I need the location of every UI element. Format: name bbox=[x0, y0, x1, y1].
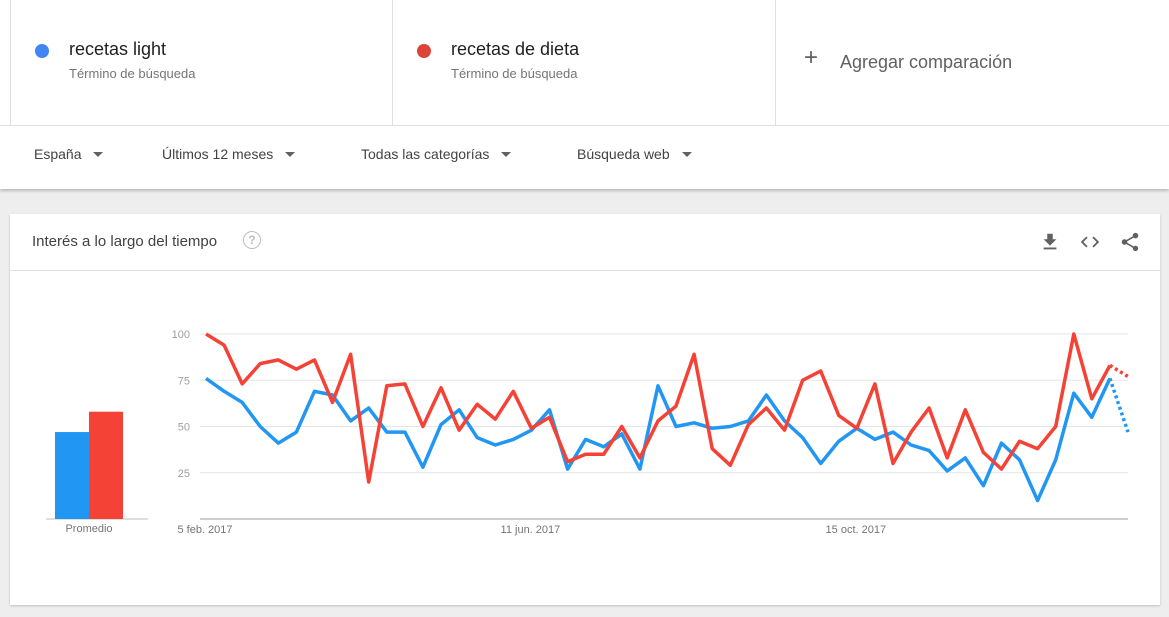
series-line-recetas-de-dieta[interactable] bbox=[205, 332, 1112, 484]
term-subtitle: Término de búsqueda bbox=[451, 66, 578, 81]
term-recetas-de-dieta[interactable]: recetas de dieta Término de búsqueda bbox=[392, 0, 776, 125]
x-axis-ticks: 5 feb. 2017 11 jun. 2017 15 oct. 2017 bbox=[177, 524, 886, 536]
card-title: Interés a lo largo del tiempo bbox=[32, 233, 218, 250]
help-icon[interactable]: ? bbox=[243, 231, 261, 249]
card-header: Interés a lo largo del tiempo ? bbox=[10, 214, 1160, 271]
line-chart-series bbox=[204, 332, 1130, 503]
share-icon[interactable] bbox=[1119, 231, 1141, 253]
region-value: España bbox=[34, 146, 82, 162]
time-range-value: Últimos 12 meses bbox=[162, 146, 274, 162]
chevron-down-icon bbox=[501, 151, 512, 157]
y-tick-label: 50 bbox=[178, 422, 190, 434]
y-axis-ticks: 25 50 75 100 bbox=[172, 329, 190, 480]
average-bar-recetas-light[interactable] bbox=[55, 432, 89, 519]
add-comparison-label: Agregar comparación bbox=[840, 52, 1013, 72]
series-partial-segment-recetas-light bbox=[1108, 377, 1130, 433]
x-tick-label: 15 oct. 2017 bbox=[826, 524, 887, 536]
search-type-value: Búsqueda web bbox=[577, 146, 670, 162]
series-partial-segment-recetas-de-dieta bbox=[1108, 363, 1129, 378]
category-dropdown[interactable]: Todas las categorías bbox=[361, 146, 512, 162]
chevron-down-icon bbox=[285, 151, 296, 157]
term-subtitle: Término de búsqueda bbox=[69, 66, 196, 81]
header-panel: recetas light Término de búsqueda receta… bbox=[0, 0, 1169, 189]
interest-chart: Promedio 25 50 75 100 5 feb. 2017 11 jun. 20… bbox=[46, 329, 1130, 536]
region-dropdown[interactable]: España bbox=[34, 146, 104, 162]
line-chart-grid bbox=[200, 333, 1128, 520]
term-name[interactable]: recetas de dieta bbox=[451, 39, 580, 59]
y-tick-label: 100 bbox=[172, 329, 190, 341]
average-bar-recetas-de-dieta[interactable] bbox=[89, 411, 123, 519]
chevron-down-icon bbox=[93, 151, 104, 157]
chevron-down-icon bbox=[681, 151, 692, 157]
term-name[interactable]: recetas light bbox=[69, 39, 167, 59]
category-value: Todas las categorías bbox=[361, 146, 490, 162]
search-type-dropdown[interactable]: Búsqueda web bbox=[577, 146, 692, 162]
average-bar-chart bbox=[46, 411, 148, 520]
term-recetas-light[interactable]: recetas light Término de búsqueda bbox=[10, 0, 393, 125]
average-category-label: Promedio bbox=[65, 523, 112, 535]
term-color-dot bbox=[417, 44, 431, 58]
y-tick-label: 75 bbox=[178, 375, 190, 387]
download-icon[interactable] bbox=[1039, 231, 1061, 253]
add-comparison-button[interactable]: + Agregar comparación bbox=[775, 0, 1169, 125]
plus-icon: + bbox=[804, 44, 819, 71]
interest-over-time-card: Interés a lo largo del tiempo ? Promedio… bbox=[10, 214, 1160, 605]
y-tick-label: 25 bbox=[178, 468, 190, 480]
x-tick-label: 11 jun. 2017 bbox=[501, 524, 561, 536]
term-color-dot bbox=[35, 44, 49, 58]
series-line-recetas-light[interactable] bbox=[204, 376, 1112, 503]
x-tick-label: 5 feb. 2017 bbox=[177, 524, 232, 536]
comparison-terms: recetas light Término de búsqueda receta… bbox=[0, 0, 1169, 126]
time-range-dropdown[interactable]: Últimos 12 meses bbox=[162, 146, 296, 162]
embed-icon[interactable] bbox=[1079, 231, 1101, 253]
